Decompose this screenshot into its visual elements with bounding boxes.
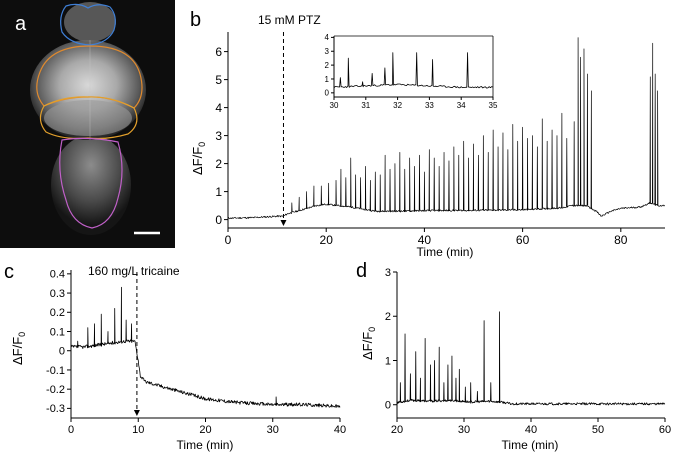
panel-b-ylabel: ΔF/F0 [190,142,207,175]
event-marker-arrow [280,220,287,226]
y-tick-label: 3 [215,129,222,143]
panel-a-letter: a [15,13,27,35]
y-tick-label: 0.1 [50,326,65,338]
x-tick-label: 30 [267,424,279,436]
y-tick-label: 0 [325,89,330,98]
x-tick-label: 30 [330,101,339,110]
panel-d: d ΔF/F0 Time (min) 20 30 40 50 60 0 1 2 3 [356,260,671,452]
x-tick-label: 34 [457,101,466,110]
x-tick-label: 40 [334,424,346,436]
panel-b-xlabel: Time (min) [417,245,474,259]
x-tick-label: 30 [458,424,470,436]
panel-d-ylabel: ΔF/F0 [360,327,377,360]
y-tick-label: 1 [325,75,330,84]
x-tick-label: 20 [320,233,334,247]
y-tick-label: 2 [215,157,222,171]
x-tick-label: 32 [393,101,402,110]
y-tick-label: 0.4 [50,269,65,281]
x-tick-label: 0 [68,424,74,436]
y-tick-label: 0 [385,400,391,412]
y-tick-label: 4 [215,101,222,115]
y-tick-label: 2 [325,61,330,70]
y-tick-label: 3 [385,267,391,279]
y-tick-label: 5 [215,73,222,87]
panel-b: b 15 mM PTZ ΔF/F0 Time (min) 0 20 40 60 8001… [190,9,665,259]
y-tick-label: 1 [385,355,391,367]
x-tick-label: 60 [516,233,530,247]
x-tick-label: 10 [132,424,144,436]
series-trace [70,286,341,408]
panel-a: a [0,0,175,248]
y-tick-label: -0.3 [46,403,65,415]
y-tick-label: -0.1 [46,365,65,377]
panel-d-xlabel: Time (min) [502,438,559,452]
x-tick-label: 33 [425,101,434,110]
x-tick-label: 20 [391,424,403,436]
panel-d-chart: 20 30 40 50 60 0 1 2 3 [385,267,671,436]
event-marker-arrow [133,410,140,416]
panel-c-letter: c [4,261,14,283]
y-tick-label: -0.2 [46,384,65,396]
y-tick-label: 1 [215,185,222,199]
series-trace [227,37,665,220]
series-trace [396,311,666,406]
x-tick-label: 0 [225,233,232,247]
y-tick-label: 0.2 [50,307,65,319]
panel-b-letter: b [190,9,201,31]
brain-hindbrain-glow [51,135,131,235]
y-tick-label: 3 [325,47,330,56]
x-tick-label: 40 [418,233,432,247]
x-tick-label: 31 [361,101,370,110]
x-tick-label: 50 [592,424,604,436]
x-tick-label: 35 [489,101,498,110]
panel-c-chart: 0 10 20 30 40 0.4 0.3 0.2 0.1 0 -0.1 -0.2 -0.3 [46,269,346,436]
y-tick-label: 0 [59,346,65,358]
cerebellum-outline [39,96,138,140]
y-tick-label: 4 [325,33,330,42]
brain-cerebellum-glow [44,100,132,136]
panel-d-letter: d [356,260,367,282]
forebrain-outline [60,3,116,46]
y-tick-label: 0 [215,213,222,227]
hindbrain-outline [59,137,123,229]
x-tick-label: 40 [525,424,537,436]
panel-c-ylabel: ΔF/F0 [10,332,27,365]
y-tick-label: 6 [215,45,222,59]
y-tick-label: 0.3 [50,288,65,300]
x-tick-label: 80 [614,233,628,247]
x-tick-label: 20 [199,424,211,436]
panel-c: c 160 mg/L tricaine ΔF/F0 Time (min) 0 10… [4,261,346,452]
series-trace [333,52,494,89]
panel-b-annotation: 15 mM PTZ [258,13,321,27]
x-tick-label: 60 [659,424,671,436]
brain-forebrain-glow [64,2,116,42]
panel-c-xlabel: Time (min) [177,438,234,452]
y-tick-label: 2 [385,311,391,323]
panel-c-annotation: 160 mg/L tricaine [88,264,180,278]
